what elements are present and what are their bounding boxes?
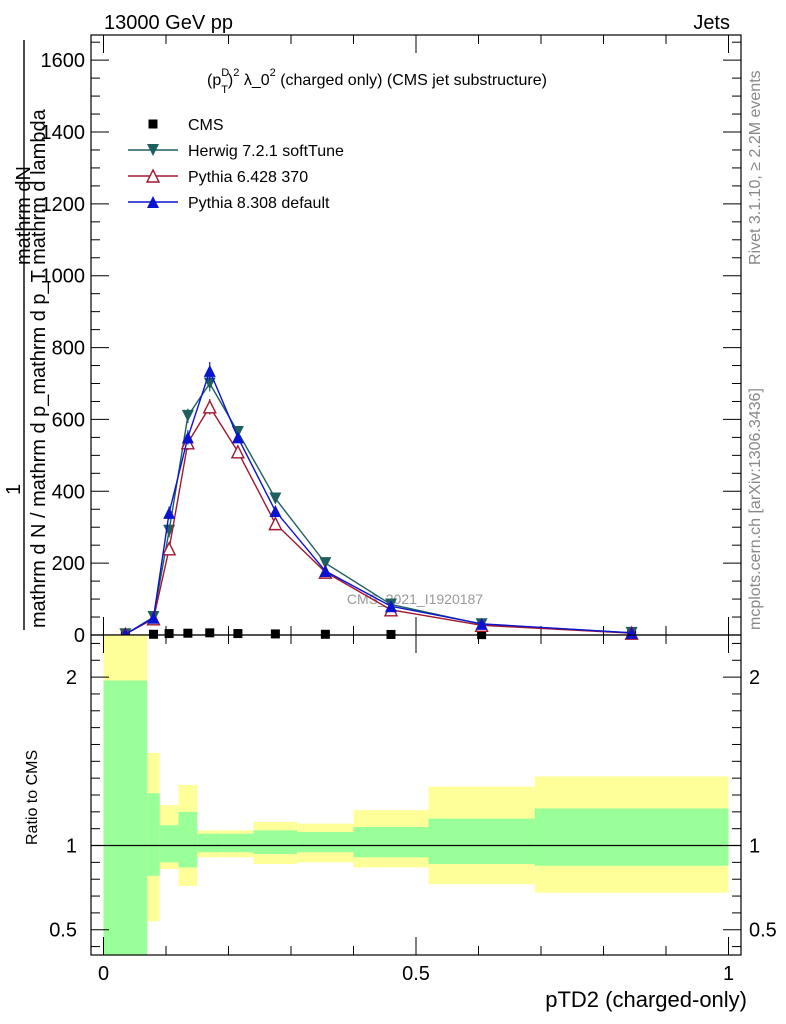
mcplots-label: mcplots.cern.ch [arXiv:1306.3436] bbox=[747, 388, 764, 630]
data-point bbox=[270, 629, 280, 639]
ratio-band-stat bbox=[178, 811, 198, 868]
legend-label: CMS bbox=[188, 117, 224, 134]
legend-label: Herwig 7.2.1 softTune bbox=[188, 143, 344, 160]
y-axis-label: mathrm dN 1 mathrm d N / mathrm d p_math… bbox=[3, 40, 50, 630]
y-tick-label: 0 bbox=[74, 625, 85, 647]
ratio-band-stat bbox=[147, 793, 160, 876]
y-tick-label: 200 bbox=[52, 553, 85, 575]
y-tick-label: 1600 bbox=[41, 50, 86, 72]
data-point bbox=[233, 629, 243, 639]
data-point bbox=[147, 611, 160, 624]
data-point bbox=[164, 629, 174, 639]
title-lambda: λ_0 bbox=[239, 72, 269, 89]
ratio-axes: 0.5 0.5 1 1 2 2 0 0.5 1 bbox=[49, 635, 777, 985]
y-tick-label: 1000 bbox=[41, 266, 86, 288]
legend-label: Pythia 8.308 default bbox=[188, 195, 330, 212]
legend-marker bbox=[145, 168, 161, 183]
ratio-y-tick-label-right: 1 bbox=[749, 836, 760, 858]
y-tick-label: 1200 bbox=[41, 194, 86, 216]
rivet-label: Rivet 3.1.10, ≥ 2.2M events bbox=[747, 70, 764, 265]
y-tick-label: 800 bbox=[52, 338, 85, 360]
data-point bbox=[625, 626, 638, 639]
ratio-band-stat bbox=[253, 830, 298, 854]
data-point bbox=[385, 600, 397, 613]
legend-marker bbox=[147, 144, 159, 156]
data-point bbox=[149, 629, 158, 639]
ratio-bands bbox=[103, 635, 729, 955]
title-rest: ) bbox=[228, 72, 233, 89]
data-point bbox=[205, 628, 215, 638]
data-point bbox=[231, 431, 244, 444]
title-sup2: 2 bbox=[233, 67, 239, 79]
legend-marker bbox=[147, 196, 159, 208]
data-point bbox=[163, 506, 176, 519]
ratio-y-tick-label-right: 2 bbox=[749, 667, 760, 689]
legend-label: Pythia 6.428 370 bbox=[188, 169, 308, 186]
header-left: 13000 GeV pp bbox=[104, 12, 233, 34]
y-tick-label: 600 bbox=[52, 409, 85, 431]
x-tick-label: 0 bbox=[98, 963, 109, 985]
ylabel-one: 1 bbox=[3, 484, 25, 495]
ratio-y-tick-label-right: 0.5 bbox=[749, 920, 777, 942]
data-point bbox=[475, 617, 488, 630]
data-point bbox=[181, 409, 194, 422]
ratio-band-stat bbox=[222, 833, 254, 853]
ratio-band-stat bbox=[159, 825, 179, 863]
ratio-y-tick-label: 1 bbox=[66, 836, 77, 858]
main-panel: 0 200 400 600 800 1000 1200 1400 1600 CMS_2021_I… bbox=[3, 34, 742, 647]
title-sub: T bbox=[221, 84, 228, 96]
data-point bbox=[203, 364, 216, 377]
title-sup3: 2 bbox=[270, 67, 276, 79]
data-point bbox=[319, 565, 332, 578]
title-base: (p bbox=[207, 72, 221, 89]
ratio-band-stat bbox=[297, 832, 354, 853]
data-point bbox=[183, 628, 193, 638]
x-axis-label: pTD2 (charged-only) bbox=[545, 987, 747, 1012]
x-tick-label: 1 bbox=[723, 963, 734, 985]
data-point bbox=[202, 399, 217, 414]
ratio-band-stat bbox=[197, 833, 223, 853]
header-right: Jets bbox=[693, 12, 730, 34]
ratio-band-stat bbox=[428, 818, 535, 865]
ratio-y-label: Ratio to CMS bbox=[24, 750, 41, 845]
ratio-y-tick-label: 2 bbox=[66, 667, 77, 689]
data-point bbox=[319, 557, 332, 570]
x-tick-label: 0.5 bbox=[402, 963, 430, 985]
ratio-band-stat bbox=[353, 827, 429, 858]
main-axes: 0 200 400 600 800 1000 1200 1400 1600 bbox=[41, 35, 741, 647]
legend: CMS Herwig 7.2.1 softTune Pythia 6.428 370… bbox=[128, 117, 344, 212]
ratio-panel: 0.5 0.5 1 1 2 2 0 0.5 1 Ratio to CMS pTD2 (charg… bbox=[24, 634, 777, 1012]
data-point bbox=[230, 444, 246, 459]
data-point bbox=[161, 541, 177, 556]
ratio-band-stat bbox=[534, 808, 729, 866]
plot-title: (pD T)2 λ_02 (charged only) (CMS jet subs… bbox=[207, 67, 547, 96]
ratio-band-stat bbox=[103, 680, 148, 955]
y-tick-label: 1400 bbox=[41, 122, 86, 144]
ylabel-bottom: mathrm d N / mathrm d p_mathrm d p_T mat… bbox=[28, 108, 50, 628]
data-point bbox=[269, 492, 282, 505]
title-tail: (charged only) (CMS jet substructure) bbox=[276, 72, 547, 89]
data-point bbox=[320, 629, 330, 639]
ratio-y-tick-label: 0.5 bbox=[49, 920, 77, 942]
data-point bbox=[268, 516, 283, 531]
y-tick-label: 400 bbox=[52, 481, 85, 503]
watermark: CMS_2021_I1920187 bbox=[347, 591, 483, 607]
main-data bbox=[118, 361, 639, 641]
data-point bbox=[181, 431, 194, 444]
data-point bbox=[269, 505, 282, 518]
title-sup: D bbox=[221, 67, 229, 79]
legend-marker bbox=[148, 119, 158, 129]
